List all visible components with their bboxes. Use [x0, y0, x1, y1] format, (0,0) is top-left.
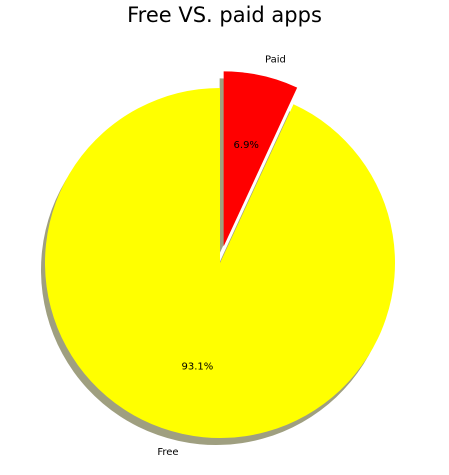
- chart-title: Free VS. paid apps: [127, 3, 322, 27]
- pie-slice-free: [45, 88, 396, 439]
- label-layer: Paid 6.9% Free 93.1%: [157, 54, 286, 458]
- slice-layer: [45, 71, 396, 439]
- slice-label-paid: Paid: [265, 54, 286, 65]
- slice-label-free: Free: [157, 447, 178, 458]
- pie-slice-paid: [223, 71, 298, 247]
- slice-percent-paid: 6.9%: [234, 140, 259, 151]
- slice-percent-free: 93.1%: [182, 362, 214, 373]
